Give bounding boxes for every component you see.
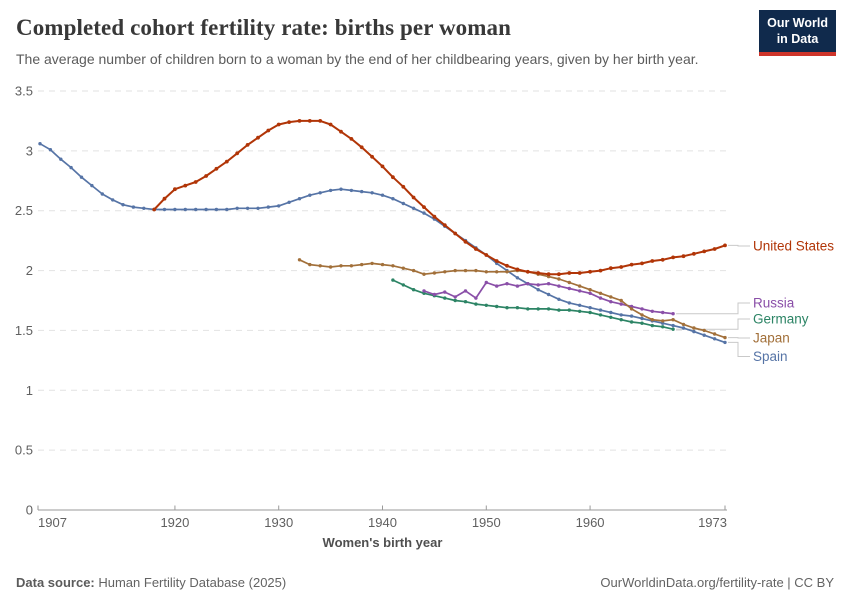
owid-logo[interactable]: Our World in Data bbox=[759, 10, 836, 57]
data-source: Data source: Human Fertility Database (2… bbox=[16, 575, 286, 590]
data-source-label: Data source: bbox=[16, 575, 95, 590]
svg-text:0.5: 0.5 bbox=[15, 443, 33, 458]
svg-text:1.5: 1.5 bbox=[15, 323, 33, 338]
svg-text:1920: 1920 bbox=[160, 515, 189, 530]
line-chart[interactable]: 0 0.5 1 1.5 2 2.5 3 3.5 1907 1920 1930 1940 1950 1960… bbox=[0, 84, 850, 565]
y-gridlines bbox=[38, 90, 727, 451]
page-title: Completed cohort fertility rate: births … bbox=[16, 15, 512, 40]
series-label-spain[interactable]: Spain bbox=[753, 349, 788, 364]
svg-text:0: 0 bbox=[26, 503, 33, 518]
line-chart-canvas[interactable]: 0 0.5 1 1.5 2 2.5 3 3.5 1907 1920 1930 1940 1950 1960… bbox=[0, 84, 850, 565]
svg-text:3.5: 3.5 bbox=[15, 85, 33, 99]
series-label-united-states[interactable]: United States bbox=[753, 239, 834, 254]
svg-text:1907: 1907 bbox=[38, 515, 67, 530]
label-connector-spain bbox=[728, 341, 750, 357]
svg-text:1950: 1950 bbox=[472, 515, 501, 530]
x-axis: 1907 1920 1930 1940 1950 1960 1973 bbox=[37, 505, 727, 530]
series-line-russia[interactable] bbox=[422, 280, 675, 316]
svg-text:3: 3 bbox=[26, 143, 33, 158]
series-line-japan[interactable] bbox=[297, 258, 727, 340]
svg-text:2: 2 bbox=[26, 263, 33, 278]
x-axis-title: Women's birth year bbox=[323, 535, 443, 550]
svg-text:1930: 1930 bbox=[264, 515, 293, 530]
series-line-germany[interactable] bbox=[391, 278, 675, 331]
label-connector-germany bbox=[676, 318, 750, 330]
series-label-japan[interactable]: Japan bbox=[753, 331, 790, 346]
owid-logo-line1: Our World bbox=[767, 16, 828, 30]
label-connector-united-states bbox=[728, 244, 750, 247]
data-source-value: Human Fertility Database (2025) bbox=[94, 575, 287, 590]
svg-text:2.5: 2.5 bbox=[15, 203, 33, 218]
svg-text:1960: 1960 bbox=[576, 515, 605, 530]
svg-text:1: 1 bbox=[26, 383, 33, 398]
license-link[interactable]: OurWorldinData.org/fertility-rate | CC B… bbox=[600, 575, 834, 590]
svg-text:1940: 1940 bbox=[368, 515, 397, 530]
chart-subtitle: The average number of children born to a… bbox=[16, 51, 699, 67]
series-line-spain[interactable] bbox=[38, 142, 727, 345]
owid-logo-line2: in Data bbox=[776, 31, 819, 46]
series-line-united-states[interactable] bbox=[152, 119, 727, 277]
label-connector-russia bbox=[676, 302, 750, 315]
series-label-russia[interactable]: Russia bbox=[753, 296, 795, 311]
svg-text:1973: 1973 bbox=[698, 515, 727, 530]
series-label-germany[interactable]: Germany bbox=[753, 312, 809, 327]
chart-footer: Data source: Human Fertility Database (2… bbox=[16, 575, 834, 590]
y-tick-labels: 0 0.5 1 1.5 2 2.5 3 3.5 bbox=[15, 84, 33, 518]
